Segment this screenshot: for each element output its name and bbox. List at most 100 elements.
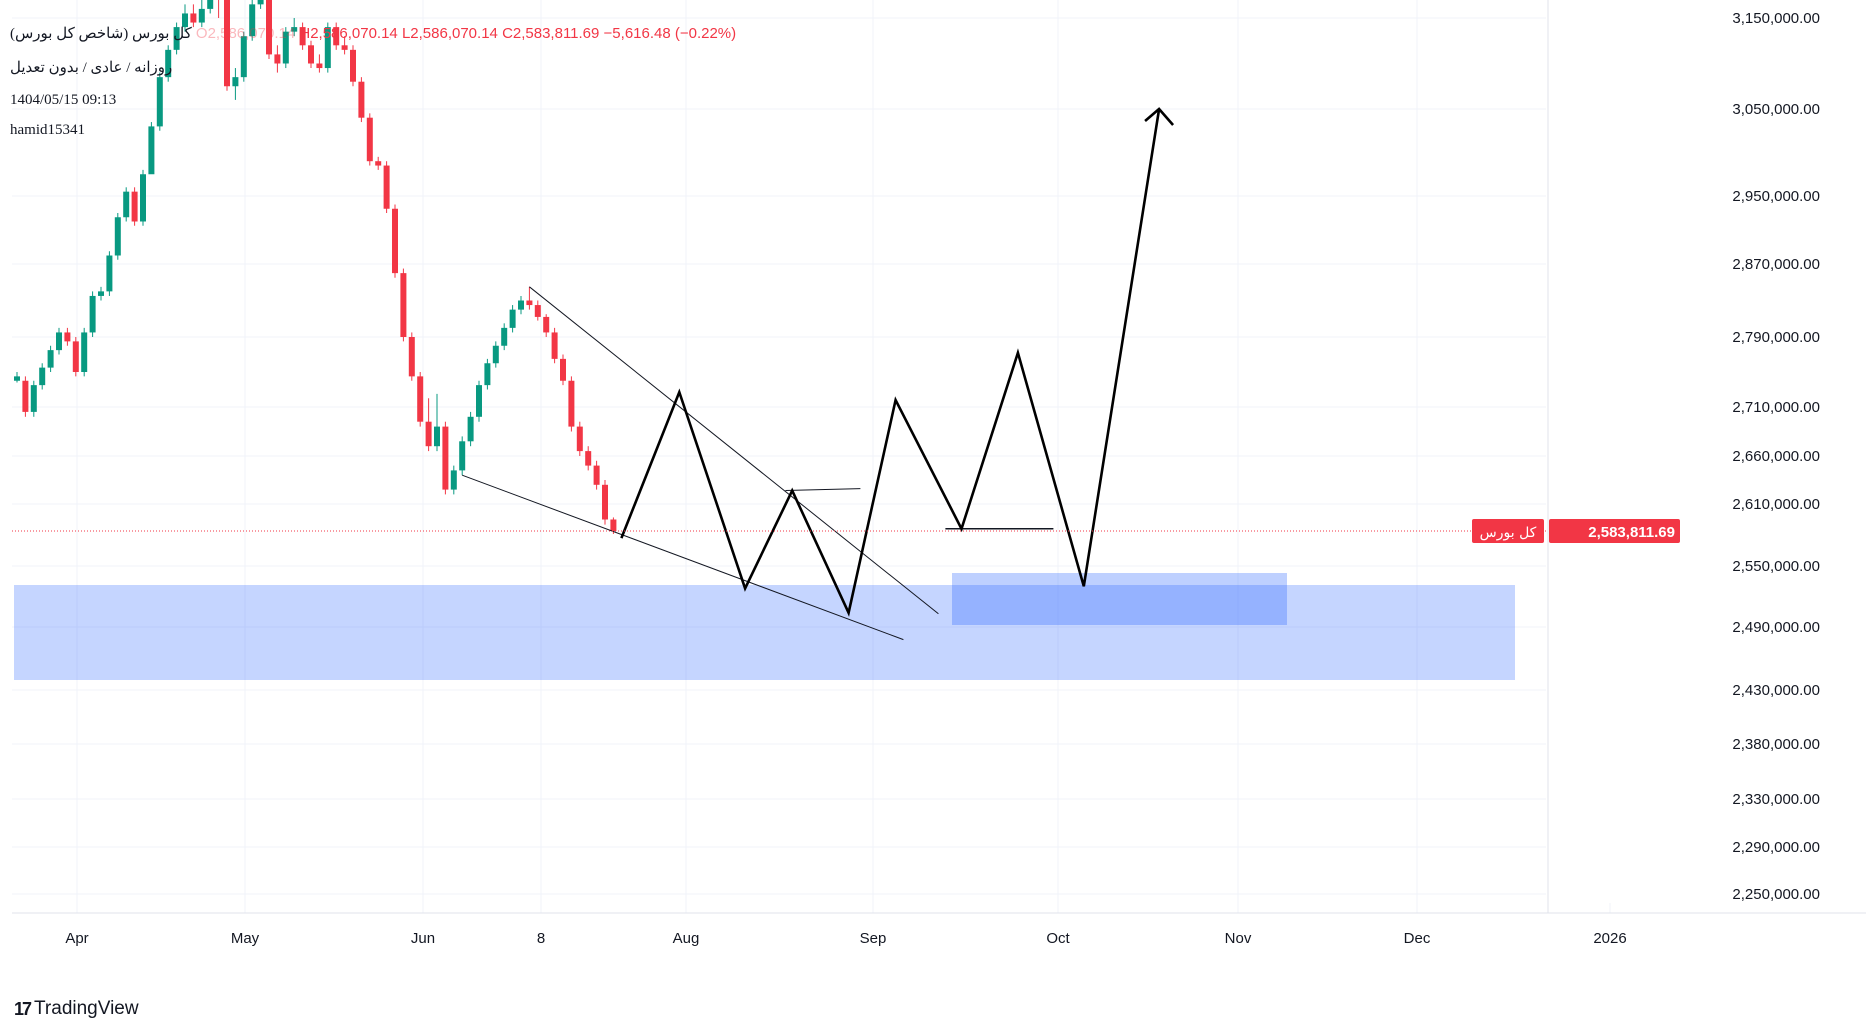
symbol-badge	[1472, 519, 1544, 544]
candle	[568, 376, 575, 432]
candle	[467, 411, 474, 447]
candle	[291, 18, 298, 37]
breakout-level-line[interactable]	[785, 488, 861, 492]
projected-arrow-head	[1144, 107, 1175, 126]
candle	[350, 45, 356, 87]
candle	[308, 40, 314, 69]
tradingview-logo[interactable]: 17 TradingView	[14, 998, 139, 1020]
narrow-demand-zone[interactable]	[952, 573, 1287, 625]
time-tick-label: Jun	[411, 930, 435, 947]
time-tick-label: Sep	[860, 930, 887, 947]
candle	[207, 0, 214, 14]
candle	[249, 0, 256, 41]
ohlc-close: C2,583,811.69	[502, 25, 600, 42]
projected-path[interactable]	[620, 108, 1161, 617]
drawing-layer	[462, 107, 1175, 641]
price-tick-label: 2,660,000.00	[1732, 448, 1820, 465]
ohlc-low: L2,586,070.14	[401, 25, 498, 42]
candle	[425, 398, 432, 452]
candle	[400, 268, 407, 342]
candle	[198, 0, 205, 28]
candle	[442, 421, 449, 495]
candle	[114, 213, 121, 260]
candle	[560, 354, 566, 386]
price-axis-bg	[1548, 0, 1866, 903]
candle	[518, 295, 524, 315]
time-axis-bg	[0, 913, 1866, 953]
price-tick-label: 3,150,000.00	[1732, 10, 1820, 27]
candle	[274, 45, 281, 73]
snapshot-datetime: 1404/05/15 09:13	[10, 92, 117, 108]
time-axis[interactable]: Apr May Jun 8 Aug Sep Oct Nov Dec 2026	[0, 0, 1866, 953]
symbol-badge-label: کل بورس	[1480, 525, 1537, 541]
time-tick-label: Aug	[673, 930, 700, 947]
price-tick-label: 2,380,000.00	[1732, 736, 1820, 753]
author-name: hamid15341	[10, 122, 85, 138]
wide-demand-zone[interactable]	[14, 585, 1515, 680]
candle	[140, 169, 146, 226]
tradingview-logo-icon: 17	[14, 998, 32, 1019]
candle	[224, 0, 230, 91]
symbol-name[interactable]: کل بورس (شاخص کل بورس)	[10, 26, 192, 42]
candle	[282, 27, 289, 69]
demand-zones	[14, 573, 1515, 680]
candle	[156, 72, 163, 131]
chart-grid	[12, 0, 1611, 913]
interval-label: روزانه / عادی / بدون تعدیل	[10, 60, 173, 76]
candlestick-series	[14, 0, 617, 534]
time-tick-label: Apr	[65, 930, 88, 947]
lower-trendline[interactable]	[462, 474, 904, 641]
price-tick-label: 3,050,000.00	[1732, 101, 1820, 118]
candle	[585, 446, 592, 471]
candle	[232, 68, 239, 100]
candle	[22, 376, 29, 417]
candle	[476, 380, 482, 422]
candle	[534, 300, 541, 321]
candle	[324, 22, 331, 73]
candle	[299, 22, 306, 50]
time-tick-label: Nov	[1225, 930, 1252, 947]
time-tick-label: May	[231, 930, 260, 947]
price-tick-label: 2,290,000.00	[1732, 839, 1820, 856]
upper-trendline[interactable]	[529, 286, 939, 615]
tradingview-logo-text: TradingView	[34, 998, 139, 1019]
candle	[576, 421, 583, 456]
candle	[375, 156, 382, 170]
time-tick-label: Dec	[1404, 930, 1431, 947]
candle	[366, 113, 373, 166]
price-change: −5,616.48 (−0.22%)	[603, 25, 737, 42]
price-tick-label: 2,710,000.00	[1732, 399, 1820, 416]
last-price-badge	[1549, 519, 1680, 544]
candle	[72, 337, 79, 377]
candle	[408, 332, 415, 381]
price-tick-label: 2,550,000.00	[1732, 558, 1820, 575]
candle	[123, 187, 130, 222]
candle	[218, 0, 220, 18]
candle	[165, 45, 172, 82]
candle	[484, 358, 491, 390]
price-tick-label: 2,870,000.00	[1732, 256, 1820, 273]
time-tick-label: Oct	[1046, 930, 1070, 947]
candle	[30, 380, 37, 417]
candle	[316, 54, 323, 73]
price-tick-label: 2,490,000.00	[1732, 619, 1820, 636]
ohlc-high: H2,586,070.14	[299, 25, 398, 42]
candle	[509, 305, 516, 333]
price-axis[interactable]: 3,150,000.00 3,050,000.00 2,950,000.00 2,87…	[1472, 0, 1866, 903]
candle	[543, 314, 550, 337]
candle	[106, 251, 113, 296]
last-price-value: 2,583,811.69	[1588, 524, 1675, 541]
candle	[417, 372, 424, 427]
price-tick-label: 2,330,000.00	[1732, 791, 1820, 808]
ohlc-open: O2,586,070.14	[195, 25, 296, 42]
candle	[14, 372, 20, 383]
candle	[501, 323, 508, 351]
candle	[526, 286, 533, 310]
price-tick-label: 2,950,000.00	[1732, 188, 1820, 205]
candle	[240, 31, 247, 82]
candle	[64, 327, 71, 346]
candle	[98, 286, 104, 301]
candle	[602, 480, 608, 525]
candle	[333, 22, 340, 50]
